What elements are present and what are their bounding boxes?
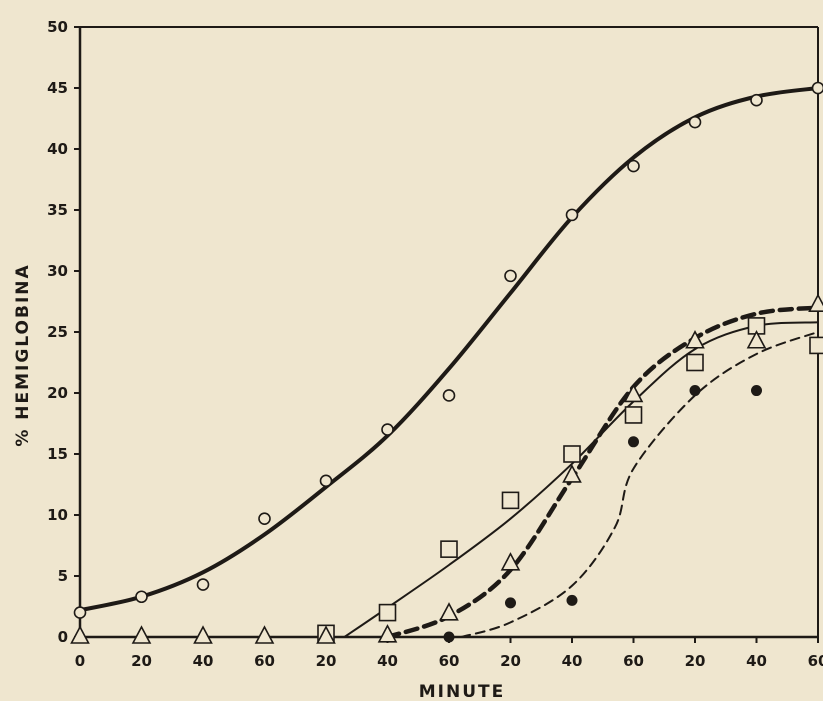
y-tick-label: 45 — [47, 79, 68, 97]
series-4-filled-circle-marker — [751, 385, 762, 397]
series-1-circle-marker — [319, 474, 333, 488]
x-tick-label: 40 — [193, 652, 214, 670]
y-tick-label: 35 — [47, 201, 68, 219]
x-tick-label: 60 — [808, 652, 823, 670]
series-3-triangle-marker — [377, 624, 398, 643]
series-3-triangle-marker — [131, 625, 152, 644]
y-tick-label: 40 — [47, 140, 68, 158]
series-3-triangle-marker — [623, 383, 644, 403]
y-tick-label: 15 — [47, 445, 68, 463]
series-4-filled-circle-marker — [443, 631, 455, 643]
series-3-triangle-marker — [70, 625, 90, 644]
series-3-triangle-marker — [316, 625, 336, 644]
series-markers — [70, 81, 823, 644]
series-3-triangle-marker — [193, 625, 213, 644]
x-tick-label: 20 — [316, 652, 337, 670]
series-1-circle-marker — [196, 578, 210, 591]
series-2-square-marker — [686, 353, 704, 372]
x-tick-label: 20 — [131, 652, 152, 670]
series-2-square-marker — [501, 491, 520, 510]
x-tick-label: 40 — [377, 652, 398, 670]
x-tick-label: 60 — [254, 652, 275, 670]
y-tick-label: 25 — [47, 323, 68, 341]
series-4-filled-circle-marker — [689, 385, 701, 397]
y-tick-label: 0 — [58, 628, 68, 646]
series-1-circle-marker — [750, 93, 763, 107]
y-tick-label: 5 — [58, 567, 68, 585]
x-tick-label: 20 — [685, 652, 706, 670]
x-axis-ticks: 0 20 40 60 20 40 60 20 40 60 20 40 60 — [75, 637, 823, 670]
y-tick-label: 10 — [47, 506, 68, 524]
series-1-circle-marker — [258, 512, 271, 525]
series-3-triangle-marker — [746, 330, 767, 349]
x-tick-label: 40 — [746, 652, 767, 670]
series-2-square-marker — [809, 336, 823, 355]
series-2-square-marker — [624, 406, 643, 424]
series-1-circle-marker — [504, 269, 517, 283]
series-3-triangle-marker — [254, 625, 275, 644]
series-3-triangle-marker — [808, 293, 823, 312]
x-tick-label: 60 — [623, 652, 644, 670]
series-3-triangle-marker — [439, 602, 459, 621]
y-tick-label: 20 — [47, 384, 68, 402]
series-2-curve — [343, 321, 819, 638]
y-axis-title: % HEMIGLOBINA — [13, 263, 33, 446]
series-4-filled-circle-marker — [628, 436, 639, 448]
y-axis-ticks: 0 5 10 15 20 25 30 35 40 45 50 — [47, 18, 80, 646]
series-1-circle-marker — [442, 389, 456, 402]
series-3-curve — [385, 305, 821, 640]
series-1-circle-marker — [73, 606, 87, 619]
x-tick-label: 40 — [562, 652, 583, 670]
series-4-filled-circle-marker — [566, 594, 578, 606]
series-4-curve — [460, 331, 819, 638]
series-4-filled-circle-marker — [505, 597, 516, 609]
series-2-square-marker — [378, 603, 397, 622]
y-tick-label: 50 — [47, 18, 68, 36]
series-1-circle-marker — [627, 159, 640, 173]
series-1-circle-marker — [565, 208, 579, 222]
series-3-triangle-marker — [500, 552, 521, 571]
series-1-circle-marker — [688, 115, 702, 129]
series-2-square-marker — [440, 540, 458, 558]
series-1-circle-marker — [811, 81, 823, 95]
x-axis-title: MINUTE — [419, 682, 505, 701]
series-2-square-marker — [563, 445, 581, 463]
series-3-triangle-marker — [685, 330, 705, 349]
x-tick-label: 0 — [75, 652, 85, 670]
series-1-circle-marker — [135, 590, 148, 604]
x-tick-label: 20 — [500, 652, 521, 670]
y-tick-label: 30 — [47, 262, 68, 280]
x-tick-label: 60 — [439, 652, 460, 670]
series-3-triangle-marker — [562, 464, 582, 483]
series-1-circle-marker — [381, 423, 394, 436]
